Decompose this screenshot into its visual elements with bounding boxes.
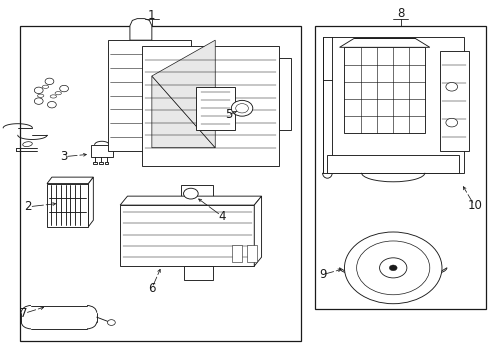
Circle shape: [60, 85, 68, 92]
Bar: [183, 202, 207, 208]
Bar: [322, 37, 463, 173]
Circle shape: [231, 100, 252, 116]
Bar: [439, 51, 468, 151]
Bar: [195, 87, 234, 130]
Text: 2: 2: [24, 201, 31, 213]
Circle shape: [183, 188, 198, 199]
Ellipse shape: [38, 94, 44, 97]
Bar: [20, 26, 300, 341]
Bar: [120, 205, 254, 266]
Bar: [232, 244, 242, 262]
Circle shape: [34, 98, 43, 104]
Circle shape: [445, 82, 457, 91]
Polygon shape: [88, 177, 93, 226]
Bar: [47, 184, 88, 226]
Ellipse shape: [55, 91, 61, 95]
Ellipse shape: [22, 142, 32, 147]
Circle shape: [107, 320, 115, 325]
Polygon shape: [120, 196, 261, 205]
Circle shape: [445, 118, 457, 127]
Polygon shape: [339, 39, 429, 47]
Circle shape: [344, 232, 441, 304]
Bar: [104, 162, 108, 164]
Ellipse shape: [42, 85, 49, 88]
Text: 5: 5: [225, 108, 232, 121]
Text: 9: 9: [318, 268, 325, 281]
Text: 3: 3: [61, 150, 68, 163]
Polygon shape: [254, 196, 261, 266]
Text: 1: 1: [148, 9, 155, 22]
Polygon shape: [152, 40, 215, 148]
Polygon shape: [130, 19, 152, 40]
Bar: [142, 45, 278, 166]
Circle shape: [34, 87, 43, 94]
Text: 6: 6: [148, 282, 155, 295]
Bar: [99, 162, 102, 164]
Bar: [108, 40, 190, 151]
Bar: [93, 162, 97, 164]
Polygon shape: [278, 58, 290, 130]
Text: 7: 7: [20, 307, 28, 320]
Circle shape: [47, 102, 56, 108]
Polygon shape: [327, 155, 458, 173]
Text: 4: 4: [218, 210, 226, 223]
Polygon shape: [152, 76, 215, 148]
Polygon shape: [47, 177, 93, 184]
Circle shape: [379, 258, 406, 278]
Circle shape: [356, 241, 429, 295]
Ellipse shape: [50, 95, 57, 98]
Circle shape: [45, 78, 54, 85]
Circle shape: [388, 265, 396, 271]
Bar: [181, 185, 212, 202]
Bar: [246, 244, 256, 262]
Bar: [183, 266, 212, 280]
Circle shape: [235, 104, 248, 113]
Bar: [91, 145, 113, 157]
Bar: [344, 47, 424, 134]
Text: 8: 8: [396, 7, 404, 20]
Text: 10: 10: [466, 199, 481, 212]
Bar: [315, 26, 485, 309]
